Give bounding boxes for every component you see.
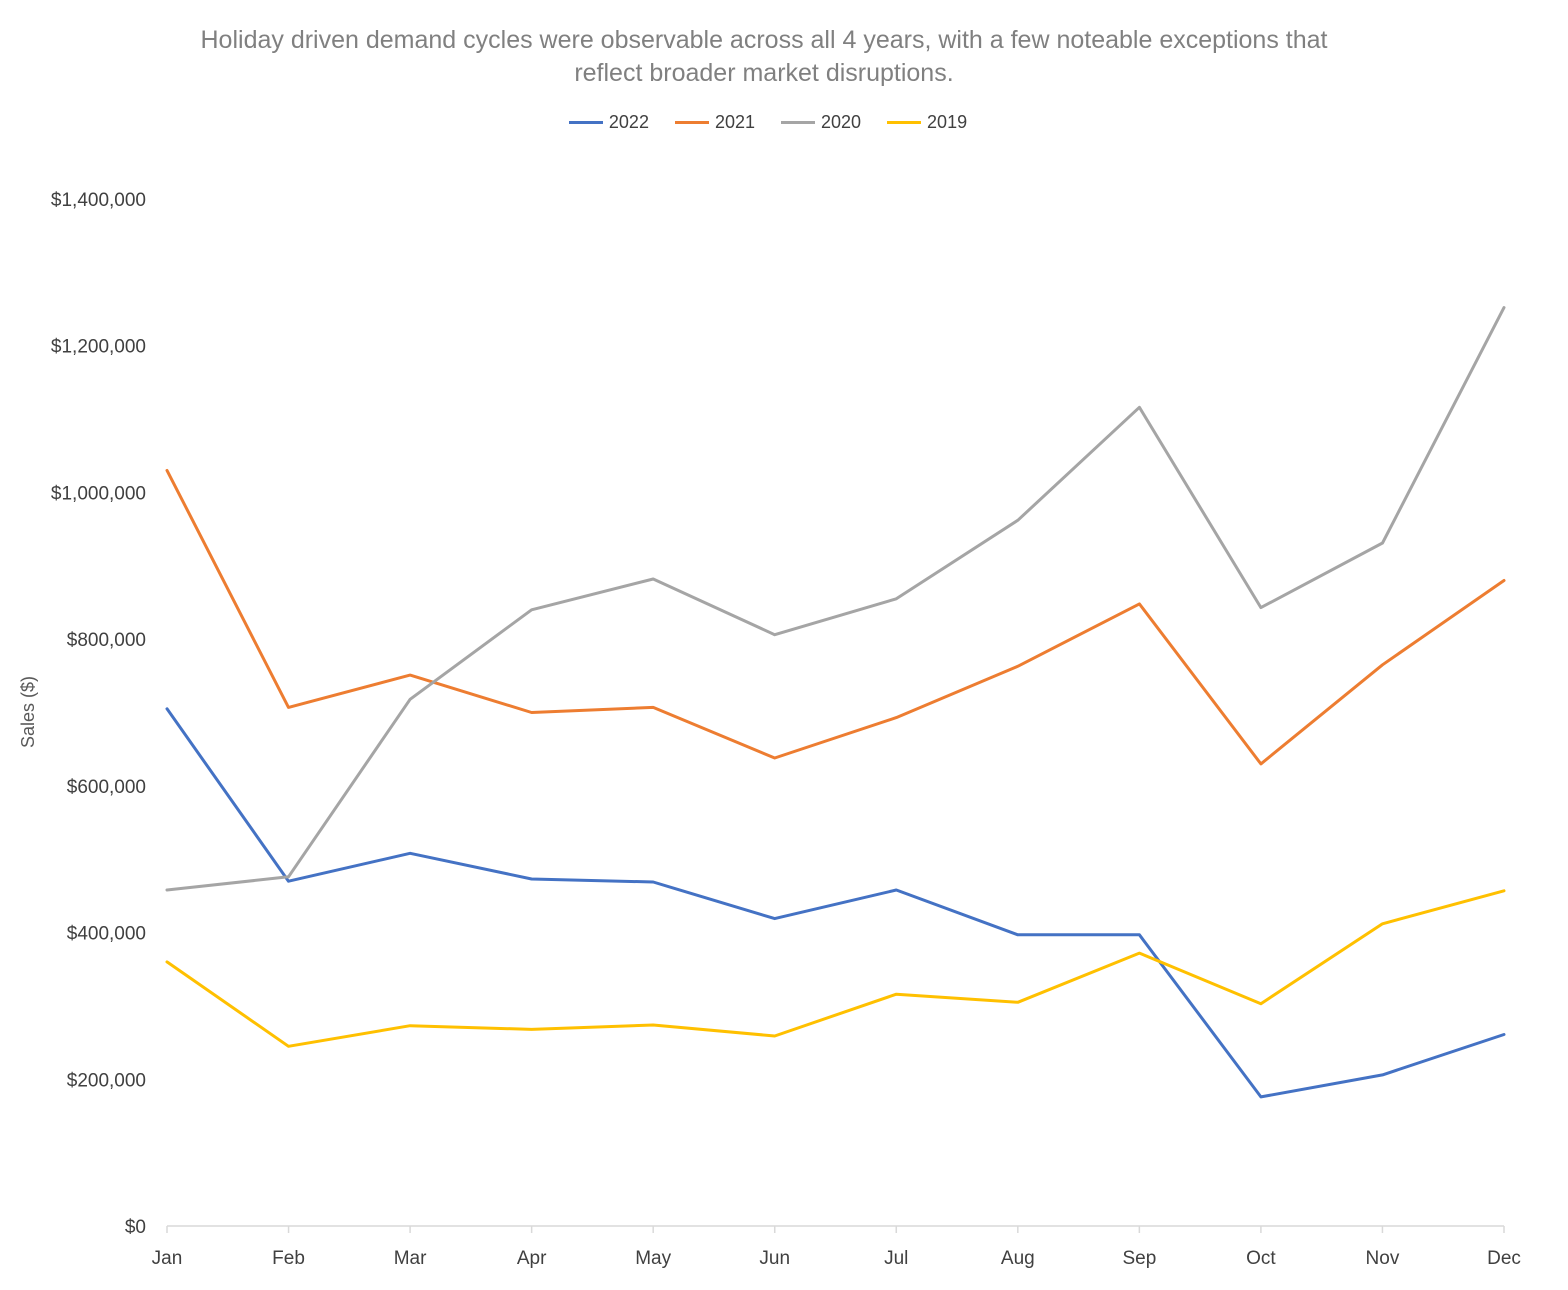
y-tick-label: $400,000 [67, 924, 146, 945]
y-axis-title: Sales ($) [18, 676, 38, 748]
y-tick-label: $600,000 [67, 777, 146, 798]
legend-item-2020: 2020 [781, 112, 861, 133]
x-tick-label-jul: Jul [884, 1248, 908, 1269]
legend-item-2022: 2022 [568, 112, 649, 133]
legend-item-2019: 2019 [887, 112, 967, 133]
legend-label-2022: 2022 [608, 112, 649, 132]
y-tick-label: $0 [125, 1217, 146, 1238]
series-line-2021 [165, 468, 1506, 766]
series-line-2020 [165, 306, 1506, 892]
legend-label-2020: 2020 [821, 112, 862, 132]
x-tick-label-feb: Feb [272, 1248, 305, 1269]
y-tick-label: $1,200,000 [51, 337, 146, 358]
y-tick-label: $200,000 [67, 1070, 146, 1091]
x-tick-label-aug: Aug [1001, 1248, 1035, 1269]
y-tick-label: $1,400,000 [51, 190, 146, 211]
chart-title: Holiday driven demand cycles were observ… [200, 26, 1328, 87]
y-tick-label: $800,000 [67, 630, 146, 651]
series-line-2022 [165, 707, 1506, 1099]
y-tick-label: $1,000,000 [51, 483, 146, 504]
x-tick-label-mar: Mar [394, 1248, 427, 1269]
x-tick-label-apr: Apr [517, 1248, 547, 1269]
series-line-2019 [165, 889, 1506, 1048]
x-tick-label-oct: Oct [1246, 1248, 1276, 1269]
x-tick-label-jan: Jan [152, 1248, 183, 1269]
legend-swatch-2022 [568, 121, 603, 124]
legend-swatch-2019 [887, 121, 922, 124]
legend-swatch-2020 [781, 121, 815, 124]
x-tick-label-jun: Jun [759, 1248, 790, 1269]
legend: 2022 2021 2020 2019 [0, 112, 1536, 133]
x-tick-label-nov: Nov [1366, 1248, 1400, 1269]
legend-label-2019: 2019 [927, 112, 968, 132]
x-tick-label-sep: Sep [1122, 1248, 1156, 1269]
x-tick-label-dec: Dec [1487, 1248, 1521, 1269]
legend-swatch-2021 [674, 121, 709, 124]
x-tick-label-may: May [635, 1248, 671, 1269]
legend-item-2021: 2021 [674, 112, 755, 133]
legend-label-2021: 2021 [714, 112, 755, 132]
